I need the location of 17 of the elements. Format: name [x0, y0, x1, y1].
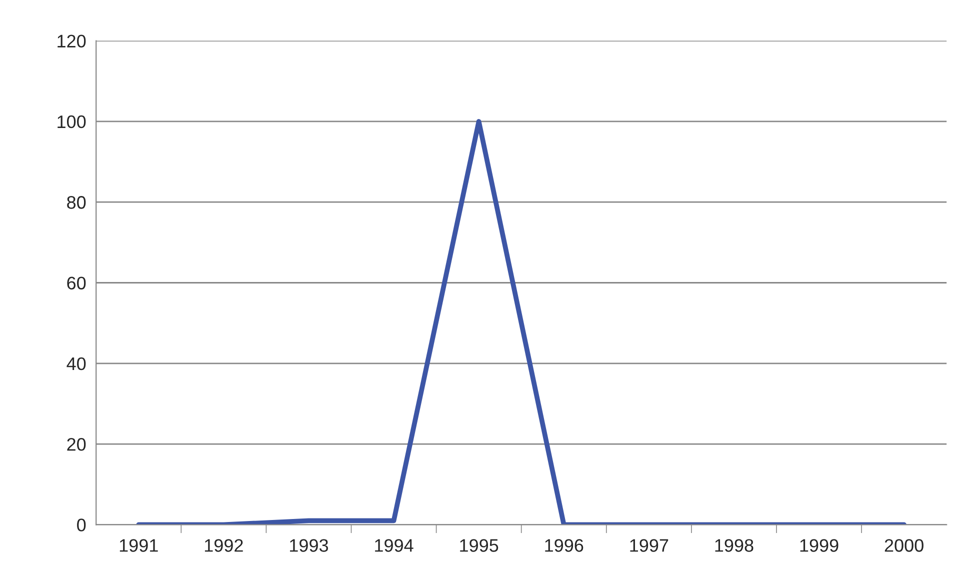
x-tick-label: 1994: [375, 539, 414, 552]
x-tick-label: 1996: [545, 539, 584, 552]
x-tick-label: 1993: [290, 539, 328, 552]
x-tick-label: 1991: [120, 539, 158, 552]
y-tick-label: 0: [77, 518, 86, 532]
y-tick-label: 100: [58, 115, 86, 128]
x-tick-label: 1992: [204, 539, 243, 552]
y-tick-label: 80: [67, 196, 86, 209]
x-tick-label: 1997: [630, 539, 668, 552]
y-tick-label: 40: [66, 357, 86, 370]
x-tick-label: 2000: [884, 539, 924, 552]
y-tick-label: 60: [67, 276, 86, 290]
x-tick-label: 1995: [460, 539, 498, 552]
y-tick-label: 120: [58, 34, 86, 48]
x-tick-label: 1999: [800, 539, 838, 552]
y-tick-label: 20: [67, 438, 86, 451]
x-tick-label: 1998: [715, 539, 754, 552]
